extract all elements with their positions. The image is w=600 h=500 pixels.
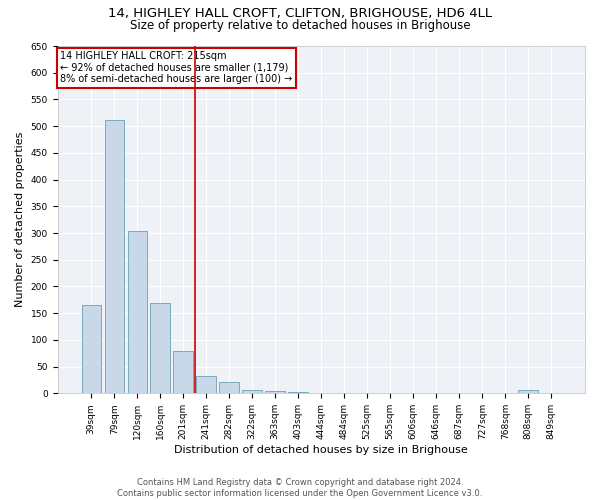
Bar	[104, 120, 124, 394]
Bar	[196, 376, 216, 394]
Bar	[151, 303, 170, 394]
Bar	[358, 393, 377, 394]
Text: 14 HIGHLEY HALL CROFT: 215sqm
← 92% of detached houses are smaller (1,179)
8% of: 14 HIGHLEY HALL CROFT: 215sqm ← 92% of d…	[60, 51, 292, 84]
Bar	[128, 231, 147, 394]
Bar	[220, 382, 239, 394]
Bar	[334, 393, 354, 394]
X-axis label: Distribution of detached houses by size in Brighouse: Distribution of detached houses by size …	[175, 445, 468, 455]
Bar	[173, 351, 193, 394]
Text: Contains HM Land Registry data © Crown copyright and database right 2024.
Contai: Contains HM Land Registry data © Crown c…	[118, 478, 482, 498]
Bar	[82, 305, 101, 394]
Bar	[311, 393, 331, 394]
Text: 14, HIGHLEY HALL CROFT, CLIFTON, BRIGHOUSE, HD6 4LL: 14, HIGHLEY HALL CROFT, CLIFTON, BRIGHOU…	[108, 8, 492, 20]
Bar	[518, 390, 538, 394]
Bar	[242, 390, 262, 394]
Bar	[265, 390, 285, 394]
Y-axis label: Number of detached properties: Number of detached properties	[15, 132, 25, 308]
Text: Size of property relative to detached houses in Brighouse: Size of property relative to detached ho…	[130, 18, 470, 32]
Bar	[289, 392, 308, 394]
